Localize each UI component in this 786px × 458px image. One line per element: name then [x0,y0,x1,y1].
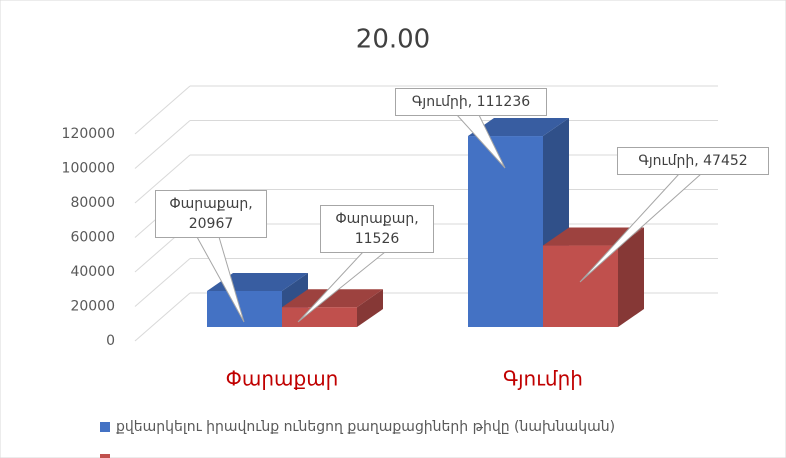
grid-line [134,120,718,169]
grid-diagonal [134,292,191,342]
data-label: Փարաքար, 20967 [155,190,267,238]
grid-diagonal [134,85,191,135]
x-tick-label: Փարաքար [226,367,339,391]
data-label: Գյումրի, 111236 [395,88,547,116]
legend-swatch [100,422,110,432]
bar-front [282,307,357,327]
y-tick-label: 0 [106,333,115,349]
grid-diagonal [134,258,191,307]
bar [468,118,569,328]
bar-top [468,118,569,137]
bar-side [357,289,383,327]
y-tick-label: 80000 [70,195,115,211]
bar-front [207,291,282,327]
x-tick-label: Գյումրի [503,367,583,391]
y-tick-label: 120000 [62,126,115,142]
grid-line [134,85,718,135]
y-tick-label: 100000 [62,161,115,177]
legend-label: քվեարկելու իրավունք ունեցող քաղաքացիների… [116,419,615,435]
y-tick-label: 20000 [70,299,115,315]
grid-diagonal [134,154,191,204]
bar-side [618,227,644,327]
bar [282,289,383,327]
y-tick-label: 60000 [70,230,115,246]
grid-diagonal [134,120,191,169]
legend-swatch [100,454,110,458]
bar-top [282,289,383,308]
y-tick-label: 40000 [70,264,115,280]
bar-front [468,136,543,327]
data-label: Գյումրի, 47452 [617,147,769,175]
bar [543,227,644,327]
data-label: Փարաքար, 11526 [320,205,434,253]
chart-title: 20.00 [356,25,430,55]
